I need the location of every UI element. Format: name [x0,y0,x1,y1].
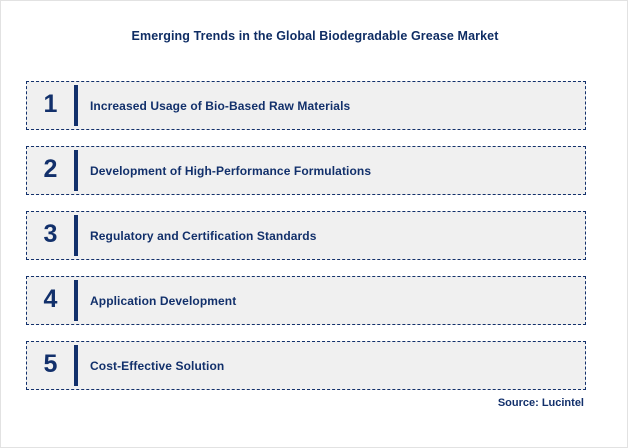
list-item[interactable]: 4 Application Development [26,276,586,325]
trend-number: 3 [43,220,58,248]
trend-label: Application Development [90,293,237,308]
trend-number: 1 [43,90,58,118]
list-item[interactable]: 2 Development of High-Performance Formul… [26,146,586,195]
list-item[interactable]: 1 Increased Usage of Bio-Based Raw Mater… [26,81,586,130]
trend-number: 4 [43,285,58,313]
source-note: Source: Lucintel [497,397,584,409]
trend-divider [74,85,78,126]
trend-label: Development of High-Performance Formulat… [90,163,372,178]
trend-number: 5 [43,350,58,378]
page-title: Emerging Trends in the Global Biodegrada… [131,29,499,43]
trend-label: Increased Usage of Bio-Based Raw Materia… [90,98,351,113]
list-item[interactable]: 5 Cost-Effective Solution [26,341,586,390]
trend-divider [74,215,78,256]
list-item[interactable]: 3 Regulatory and Certification Standards [26,211,586,260]
trend-label: Cost-Effective Solution [90,358,225,373]
trend-list: 1 Increased Usage of Bio-Based Raw Mater… [26,81,586,390]
trend-divider [74,150,78,191]
trend-divider [74,280,78,321]
trend-label: Regulatory and Certification Standards [90,228,317,243]
trend-number: 2 [43,155,58,183]
trend-divider [74,345,78,386]
